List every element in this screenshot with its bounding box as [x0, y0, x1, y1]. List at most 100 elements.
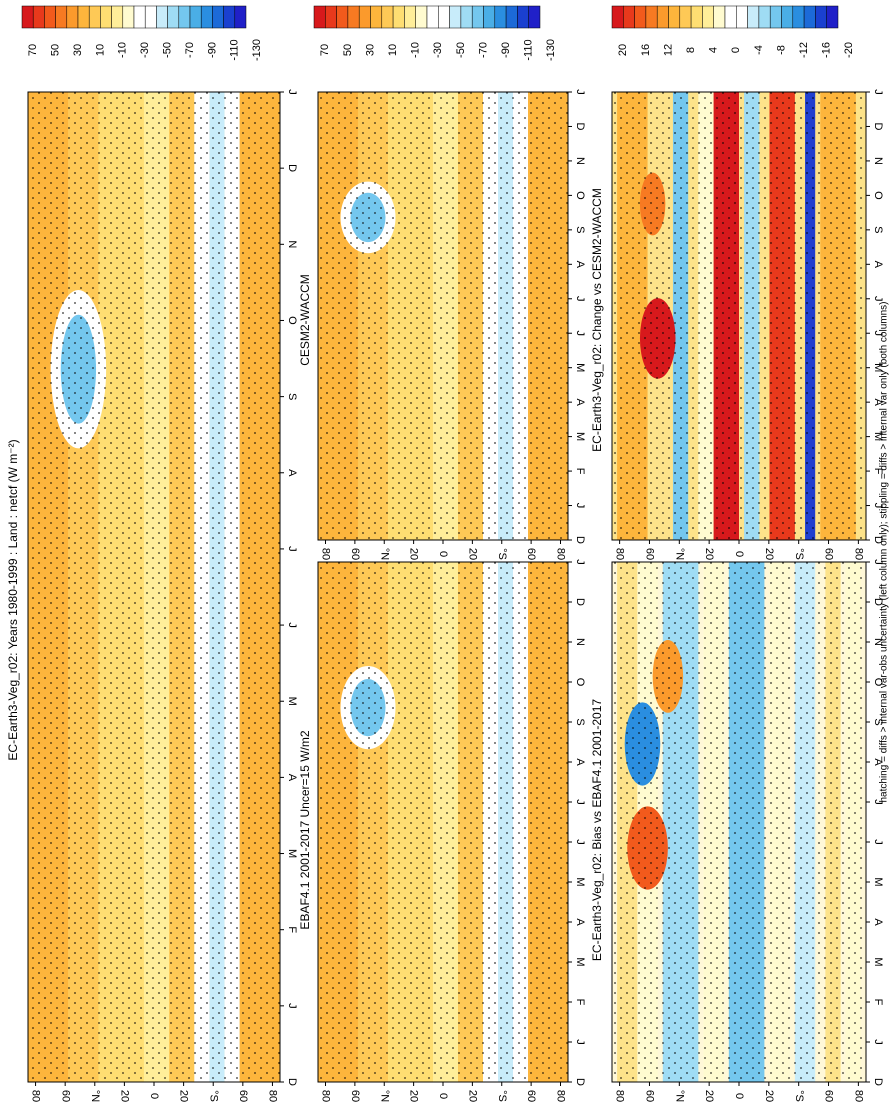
month-tick-label: M: [574, 363, 586, 372]
lat-tick-label: 20: [466, 1090, 478, 1102]
colorbar-swatch: [122, 5, 135, 29]
month-tick-label: A: [574, 398, 586, 406]
colorbar-tick-label: 10: [94, 44, 106, 56]
month-tick-label: A: [872, 918, 884, 926]
lat-tick-label: 0: [733, 551, 745, 557]
colorbar-swatch: [313, 5, 326, 29]
colorbar-tick-label: -30: [139, 42, 151, 58]
colorbar-0: 70 50 30 10 -10 -30 -50 -70 -90 -110 -130: [21, 5, 263, 61]
colorbar-swatch: [189, 5, 202, 29]
month-tick-label: A: [286, 469, 298, 477]
month-tick-label: M: [872, 432, 884, 441]
colorbar-swatch: [55, 5, 68, 29]
month-tick-label: M: [286, 849, 298, 858]
colorbar-swatch: [415, 5, 428, 29]
colorbar-tick-label: 30: [364, 44, 376, 56]
lat-tick-label: 60: [823, 1090, 835, 1102]
lat-tick-label: 60: [823, 548, 835, 560]
colorbar-swatch: [449, 5, 462, 29]
lat-tick-label: 60: [237, 1090, 249, 1102]
month-tick-label: O: [286, 316, 298, 325]
month-tick-label: D: [872, 122, 884, 130]
stippling: [612, 562, 866, 1082]
panel-cesm: 80 60 °N 20 0 20 °S 60 80 D J F M A M J J A S O N D J CESM2-WAC…: [298, 89, 586, 560]
colorbar-swatch: [781, 5, 794, 29]
stippling: [318, 562, 568, 1082]
lat-tick-label: 20: [408, 1090, 420, 1102]
colorbar-swatch: [358, 5, 371, 29]
colorbar-tick-label: 8: [685, 47, 697, 53]
colorbar-tick-label: -10: [117, 42, 129, 58]
month-tick-label: S: [286, 393, 298, 400]
month-tick-label: M: [574, 432, 586, 441]
colorbar-tick-label: -110: [523, 39, 535, 60]
month-tick-label: M: [286, 697, 298, 706]
colorbar-swatch: [528, 5, 541, 29]
lat-tick-label: 0: [148, 1093, 160, 1099]
colorbar-tick-label: -10: [410, 42, 422, 58]
colorbar-swatch: [769, 5, 782, 29]
colorbar-tick-label: 12: [662, 44, 674, 56]
stippling: [28, 92, 280, 1082]
colorbar-swatch: [679, 5, 692, 29]
colorbar-swatch: [336, 5, 349, 29]
colorbar-swatch: [347, 5, 360, 29]
colorbar-swatch: [21, 5, 34, 29]
month-tick-label: M: [574, 957, 586, 966]
colorbar-tick-label: -90: [500, 42, 512, 58]
colorbar-tick-label: 30: [72, 44, 84, 56]
month-tick-label: M: [872, 877, 884, 886]
colorbar-swatch: [815, 5, 827, 29]
month-tick-label: S: [872, 718, 884, 725]
month-tick-label: A: [574, 261, 586, 269]
lat-tick-label: 80: [614, 1090, 626, 1102]
colorbar-swatch: [736, 5, 748, 29]
lat-tick-label: °N: [378, 548, 390, 560]
colorbar-tick-label: 4: [708, 47, 720, 53]
panel-title: EC-Earth3-Veg_r02: Years 1980-1999 : Lan…: [6, 439, 20, 760]
month-tick-label: J: [872, 839, 884, 845]
month-tick-label: J: [574, 503, 586, 509]
lat-tick-label: 60: [59, 1090, 71, 1102]
month-tick-label: J: [286, 622, 298, 628]
month-tick-label: O: [872, 678, 884, 687]
month-tick-label: A: [286, 774, 298, 782]
colorbar-swatch: [178, 5, 191, 29]
panel-ebaf: 80 60 °N 20 0 20 °S 60 80 D J F M A M J J A S O N D J EBAF4.1 2…: [298, 559, 586, 1102]
month-tick-label: J: [574, 330, 586, 336]
month-tick-label: J: [872, 559, 884, 565]
lat-tick-label: 60: [525, 548, 537, 560]
colorbar-swatch: [483, 5, 496, 29]
panel-title: EBAF4.1 2001-2017 Uncer=15 W/m2: [298, 730, 312, 929]
panel-bias: 80 60 °N 20 0 20 °S 60 80 D J F M A M J J A S O N D J EC-Earth3…: [590, 559, 884, 1102]
month-tick-label: A: [574, 918, 586, 926]
month-tick-label: A: [872, 398, 884, 406]
month-tick-label: D: [574, 536, 586, 544]
colorbar-swatch: [724, 5, 737, 29]
month-tick-label: F: [574, 468, 586, 475]
colorbar-swatch: [634, 5, 647, 29]
month-tick-label: J: [872, 330, 884, 336]
month-tick-label: J: [872, 503, 884, 509]
colorbar-swatch: [690, 5, 703, 29]
colorbar-swatch: [438, 5, 450, 29]
colorbar-swatch: [370, 5, 383, 29]
month-tick-label: F: [872, 468, 884, 475]
month-tick-label: D: [574, 122, 586, 130]
lat-tick-label: 80: [555, 548, 567, 560]
footnote: hatching = diffs > internal var-obs unce…: [879, 302, 890, 803]
month-tick-label: D: [872, 1078, 884, 1086]
lat-tick-label: 20: [763, 548, 775, 560]
month-tick-label: N: [872, 638, 884, 646]
lat-tick-label: °N: [673, 1090, 685, 1102]
lat-tick-label: °N: [673, 548, 685, 560]
colorbar-swatch: [792, 5, 805, 29]
colorbar-swatch: [668, 5, 681, 29]
colorbar-swatch: [133, 5, 146, 29]
month-tick-label: N: [574, 157, 586, 165]
colorbar-tick-label: -16: [821, 42, 833, 58]
lat-tick-label: °N: [89, 1090, 101, 1102]
panel-title: EC-Earth3-Veg_r02: Bias vs EBAF4.1 2001-…: [590, 699, 604, 961]
month-tick-label: D: [574, 598, 586, 606]
month-tick-label: J: [574, 559, 586, 565]
